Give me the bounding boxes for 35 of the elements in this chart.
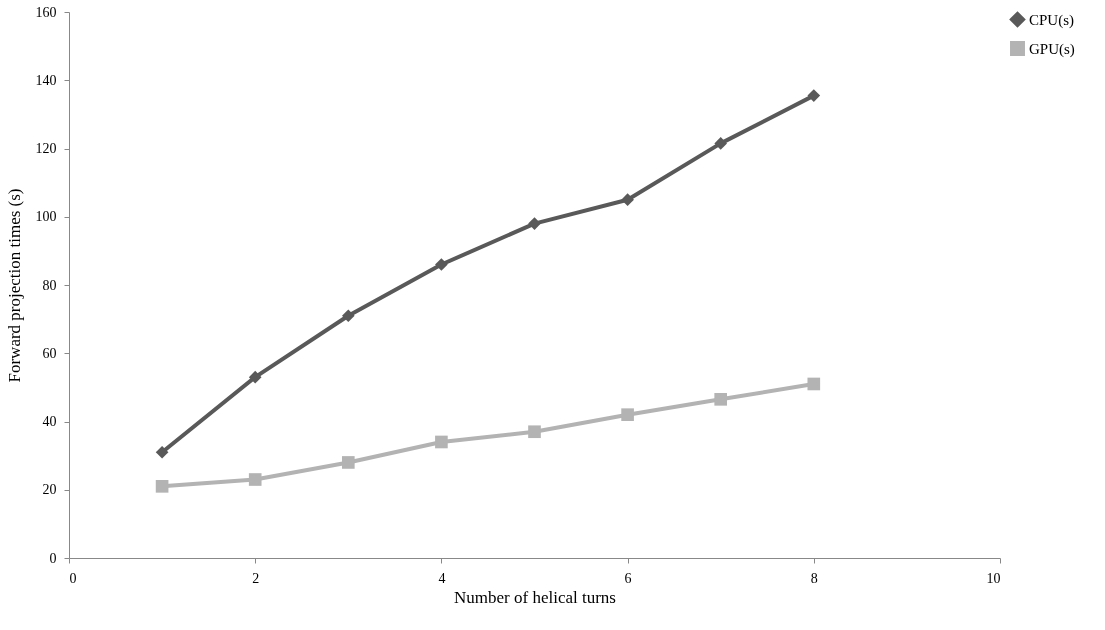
x-tick-label: 4 xyxy=(438,570,446,586)
y-tick-label: 20 xyxy=(42,482,57,498)
x-axis-title: Number of helical turns xyxy=(454,587,616,607)
point xyxy=(248,370,262,384)
y-tick-label: 80 xyxy=(42,277,57,293)
point xyxy=(714,137,728,150)
y-tick-label: 140 xyxy=(35,72,57,88)
point xyxy=(621,193,634,207)
point xyxy=(528,425,541,439)
point xyxy=(528,217,541,230)
point xyxy=(807,377,821,391)
x-tick-label: 2 xyxy=(252,570,260,586)
point xyxy=(714,392,728,406)
x-tick-label: 8 xyxy=(810,570,818,586)
point xyxy=(807,89,821,102)
y-tick-label: 40 xyxy=(42,414,57,429)
y-tick-label: 160 xyxy=(35,4,57,20)
point xyxy=(621,408,634,421)
legend-label: GPU(s) xyxy=(1029,40,1075,58)
point xyxy=(435,258,448,271)
x-tick-label: 10 xyxy=(986,570,1001,586)
point xyxy=(435,435,448,449)
x-tick-label: 6 xyxy=(624,570,632,586)
point xyxy=(248,473,262,486)
y-tick-label: 120 xyxy=(35,141,57,156)
x-tick-label: 0 xyxy=(69,570,77,586)
point xyxy=(341,309,355,323)
y-tick-label: 100 xyxy=(35,209,57,225)
legend-label: CPU(s) xyxy=(1029,11,1075,29)
point xyxy=(155,480,169,493)
y-tick-label: 60 xyxy=(42,345,57,361)
y-tick-label: 0 xyxy=(49,550,57,566)
y-axis-title: Forward projection times (s) xyxy=(4,188,24,383)
point xyxy=(341,456,355,469)
point xyxy=(155,445,169,459)
